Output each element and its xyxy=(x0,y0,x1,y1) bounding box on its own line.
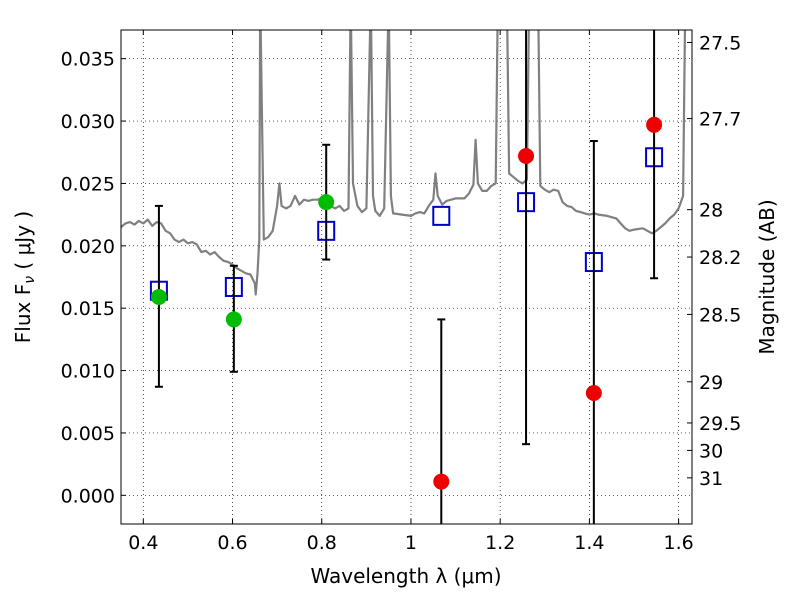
y2-tick-label: 28 xyxy=(699,200,723,222)
y2-tick-label: 29.5 xyxy=(699,413,741,435)
y-tick-label: 0.005 xyxy=(61,423,115,445)
y2-tick-label: 28.5 xyxy=(699,304,741,326)
y-tick-label: 0.000 xyxy=(61,485,115,507)
y2-tick-label: 27.7 xyxy=(699,109,741,131)
y-tick-label: 0.035 xyxy=(61,49,115,71)
y-tick-label: 0.015 xyxy=(61,298,115,320)
x-tick-label: 1.2 xyxy=(485,532,515,554)
y2-axis-title: Magnitude (AB) xyxy=(755,199,779,354)
x-axis-title: Wavelength λ (μm) xyxy=(310,564,501,588)
y2-tick-label: 31 xyxy=(699,468,723,490)
y-tick-label: 0.025 xyxy=(61,173,115,195)
x-tick-label: 0.4 xyxy=(128,532,158,554)
plot-data xyxy=(121,30,687,524)
observed-flux-point xyxy=(518,147,535,164)
y2-tick-label: 29 xyxy=(699,372,723,394)
y2-tick-label: 28.2 xyxy=(699,247,741,269)
y2-tick-label: 30 xyxy=(699,440,723,462)
x-tick-label: 1.6 xyxy=(664,532,694,554)
model-flux-marker xyxy=(432,205,451,226)
observed-flux-point xyxy=(318,194,335,211)
y2-tick-label: 27.5 xyxy=(699,32,741,54)
y-tick-label: 0.030 xyxy=(61,111,115,133)
observed-flux-point xyxy=(585,385,602,402)
y-tick-label: 0.010 xyxy=(61,361,115,383)
observed-flux-point xyxy=(646,116,663,133)
x-tick-label: 0.6 xyxy=(217,532,247,554)
model-spectrum-line xyxy=(121,30,687,296)
x-tick-label: 1 xyxy=(405,532,417,554)
y-tick-label: 0.020 xyxy=(61,236,115,258)
plot-frame xyxy=(120,29,693,525)
observed-flux-point xyxy=(150,288,167,305)
x-tick-label: 1.4 xyxy=(574,532,604,554)
observed-flux-point xyxy=(433,473,450,490)
observed-flux-point xyxy=(225,311,242,328)
ticks: 0.4 0.6 0.8 1 1.2 1.4 1.6 0.000 0.005 0.010 0.015 0… xyxy=(61,30,741,554)
grid xyxy=(121,30,692,524)
y-axis-title: Flux Fν ( μJy ) xyxy=(11,211,38,343)
x-tick-label: 0.8 xyxy=(307,532,337,554)
